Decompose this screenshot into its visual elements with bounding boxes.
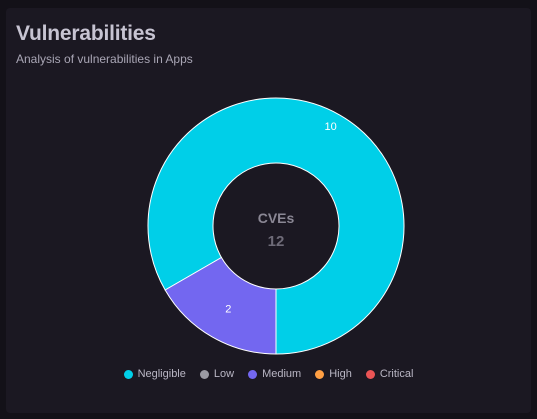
legend-marker-low [199,369,209,379]
legend-item-low[interactable]: Low [199,368,235,380]
legend-item-negligible[interactable]: Negligible [123,368,186,380]
donut-slices [147,97,405,355]
slice-negligible[interactable] [147,97,405,355]
chart-title: Vulnerabilities [16,22,156,45]
legend-label: Negligible [137,368,186,380]
legend-label: Critical [379,368,414,380]
slice-label-medium: 2 [225,304,231,316]
legend: Negligible Low Medium High Critical [0,368,537,380]
slice-labels: 10 2 [225,121,337,316]
legend-item-critical[interactable]: Critical [365,368,414,380]
legend-label: Medium [262,368,302,380]
center-label: CVEs [258,210,295,226]
chart-subtitle: Analysis of vulnerabilities in Apps [16,52,193,66]
slice-medium[interactable] [164,256,277,355]
legend-item-high[interactable]: High [315,368,352,380]
center-value: 12 [268,233,285,250]
legend-label: High [329,368,352,380]
legend-label: Low [213,368,235,380]
legend-marker-negligible [123,369,133,379]
legend-item-medium[interactable]: Medium [248,368,301,380]
slice-label-negligible: 10 [325,121,337,133]
legend-marker-high [315,369,325,379]
legend-marker-critical [365,369,375,379]
legend-marker-medium [248,369,258,379]
